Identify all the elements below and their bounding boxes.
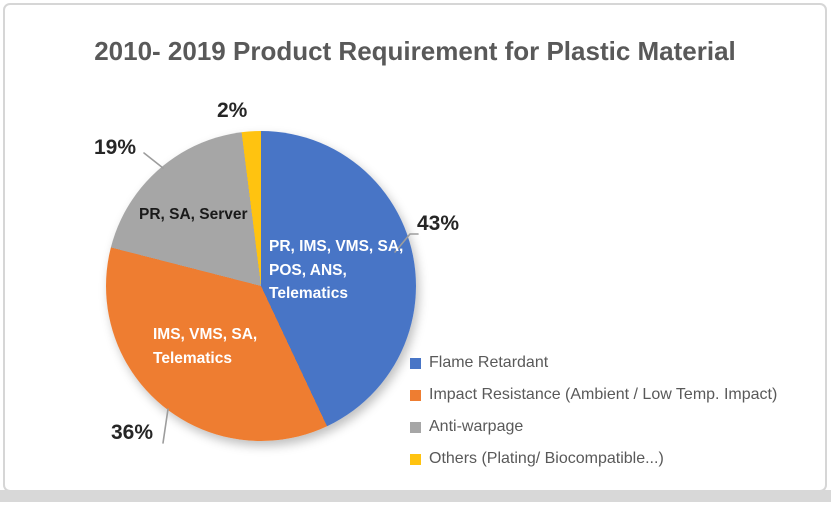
leader-line-impact-resistance	[162, 408, 169, 444]
chart-card: 2010- 2019 Product Requirement for Plast…	[3, 3, 827, 492]
slice-inner-label-flame-retardant: PR, IMS, VMS, SA, POS, ANS, Telematics	[269, 238, 404, 302]
legend: Flame Retardant Impact Resistance (Ambie…	[410, 347, 777, 475]
legend-swatch-impact-resistance	[410, 389, 421, 401]
slice-inner-label-impact-resistance: IMS, VMS, SA, Telematics	[153, 326, 258, 367]
legend-label-others: Others (Plating/ Biocompatible...)	[429, 450, 664, 467]
pct-label-impact-resistance: 36%	[111, 421, 154, 444]
legend-label-impact-resistance: Impact Resistance (Ambient / Low Temp. I…	[429, 386, 778, 403]
pct-label-others: 2%	[217, 99, 248, 122]
chart-title: 2010- 2019 Product Requirement for Plast…	[94, 36, 736, 66]
legend-swatch-anti-warpage	[410, 421, 421, 433]
leader-line-anti-warpage	[143, 152, 164, 169]
pct-label-flame-retardant: 43%	[417, 212, 460, 235]
legend-item-impact-resistance: Impact Resistance (Ambient / Low Temp. I…	[410, 379, 777, 411]
legend-label-flame-retardant: Flame Retardant	[429, 354, 549, 371]
legend-label-anti-warpage: Anti-warpage	[429, 418, 524, 435]
pct-label-anti-warpage: 19%	[94, 136, 137, 159]
legend-item-others: Others (Plating/ Biocompatible...)	[410, 443, 777, 475]
legend-item-anti-warpage: Anti-warpage	[410, 411, 777, 443]
pie-chart	[106, 131, 416, 441]
slice-inner-label-anti-warpage: PR, SA, Server	[139, 206, 248, 223]
page-background-strip	[0, 490, 831, 502]
legend-swatch-flame-retardant	[410, 357, 421, 369]
legend-swatch-others	[410, 453, 421, 465]
legend-item-flame-retardant: Flame Retardant	[410, 347, 777, 379]
